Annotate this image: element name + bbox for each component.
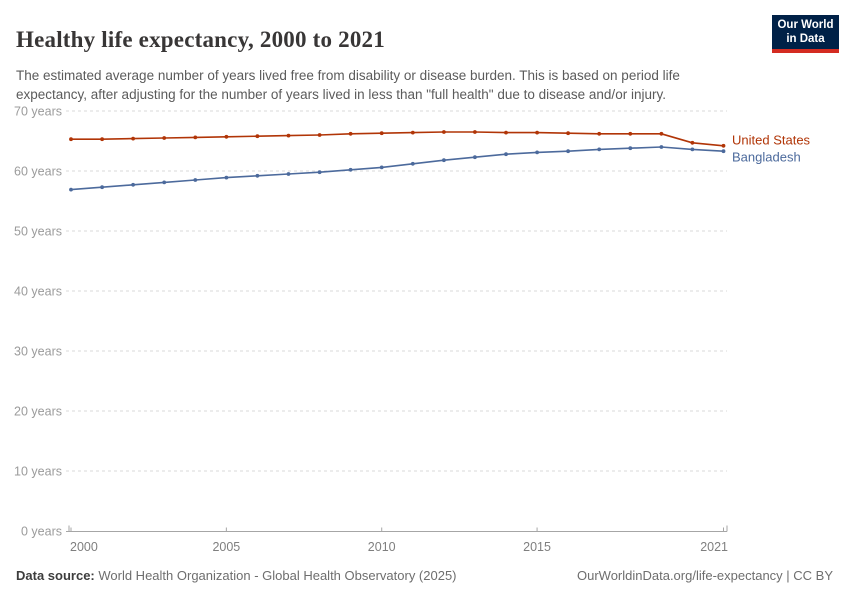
data-point-united-states	[410, 130, 415, 135]
y-axis-tick-label: 20 years	[14, 405, 62, 419]
data-point-united-states	[597, 131, 602, 136]
data-point-bangladesh	[566, 149, 570, 154]
data-point-bangladesh	[193, 178, 198, 182]
data-point-bangladesh	[348, 167, 353, 172]
data-point-bangladesh	[379, 165, 384, 170]
data-point-united-states	[69, 137, 73, 142]
data-source-text: World Health Organization - Global Healt…	[94, 568, 457, 583]
owid-logo[interactable]: Our World in Data	[772, 15, 839, 53]
chart-footer: Data source: World Health Organization -…	[16, 568, 833, 583]
y-axis-tick-label: 10 years	[14, 465, 62, 479]
data-point-bangladesh	[131, 182, 136, 187]
data-point-bangladesh	[410, 161, 415, 166]
data-point-united-states	[224, 134, 229, 139]
data-source: Data source: World Health Organization -…	[16, 568, 457, 583]
y-axis-tick-label: 0 years	[21, 525, 62, 539]
data-point-united-states	[348, 131, 353, 136]
data-point-bangladesh	[597, 147, 602, 152]
data-point-bangladesh	[162, 180, 167, 185]
owid-logo-text: Our World in Data	[777, 18, 834, 45]
data-point-united-states	[628, 131, 633, 136]
series-label-united-states[interactable]: United States	[732, 133, 811, 148]
series-line-bangladesh	[70, 146, 725, 191]
data-point-united-states	[566, 131, 570, 136]
data-point-united-states	[100, 137, 104, 142]
y-axis-tick-label: 60 years	[14, 165, 62, 179]
data-point-bangladesh	[255, 173, 260, 178]
y-axis-tick-label: 40 years	[14, 285, 62, 299]
data-point-united-states	[379, 131, 384, 136]
data-point-united-states	[162, 136, 167, 140]
series-label-bangladesh[interactable]: Bangladesh	[732, 150, 801, 165]
data-point-bangladesh	[442, 158, 446, 163]
x-axis-tick-label: 2000	[70, 540, 98, 554]
y-axis-tick-label: 50 years	[14, 225, 62, 239]
owid-url-link[interactable]: OurWorldinData.org/life-expectancy | CC …	[576, 568, 833, 583]
chart-title: Healthy life expectancy, 2000 to 2021	[16, 27, 385, 53]
y-axis-tick-label: 30 years	[14, 345, 62, 359]
x-axis-tick-label: 2010	[368, 540, 396, 554]
data-point-united-states	[131, 136, 136, 141]
data-point-bangladesh	[473, 155, 477, 160]
data-point-united-states	[193, 135, 198, 140]
data-point-bangladesh	[504, 152, 508, 157]
data-point-united-states	[504, 130, 508, 135]
y-axis-tick-label: 70 years	[14, 105, 62, 119]
data-point-bangladesh	[100, 185, 104, 190]
data-point-bangladesh	[286, 172, 291, 176]
data-point-bangladesh	[628, 146, 633, 151]
data-point-united-states	[721, 143, 726, 148]
data-point-bangladesh	[535, 150, 539, 155]
data-point-united-states	[286, 133, 291, 138]
data-point-united-states	[690, 140, 695, 145]
data-point-united-states	[535, 130, 539, 135]
data-point-bangladesh	[224, 175, 229, 180]
data-point-bangladesh	[721, 149, 726, 154]
data-point-bangladesh	[659, 145, 664, 149]
x-axis-tick-label: 2015	[523, 540, 551, 554]
data-point-united-states	[317, 133, 322, 137]
chart-subtitle: The estimated average number of years li…	[16, 67, 680, 103]
data-point-united-states	[659, 131, 664, 136]
data-point-united-states	[442, 130, 446, 134]
series-line-united-states	[70, 131, 725, 147]
data-point-bangladesh	[690, 147, 695, 152]
x-axis-tick-label: 2005	[212, 540, 240, 554]
x-axis-tick-label: 2021	[700, 540, 728, 554]
data-point-bangladesh	[69, 187, 73, 192]
data-source-label: Data source:	[16, 568, 95, 583]
data-point-united-states	[473, 130, 477, 134]
data-point-united-states	[255, 134, 260, 139]
data-point-bangladesh	[317, 170, 322, 175]
